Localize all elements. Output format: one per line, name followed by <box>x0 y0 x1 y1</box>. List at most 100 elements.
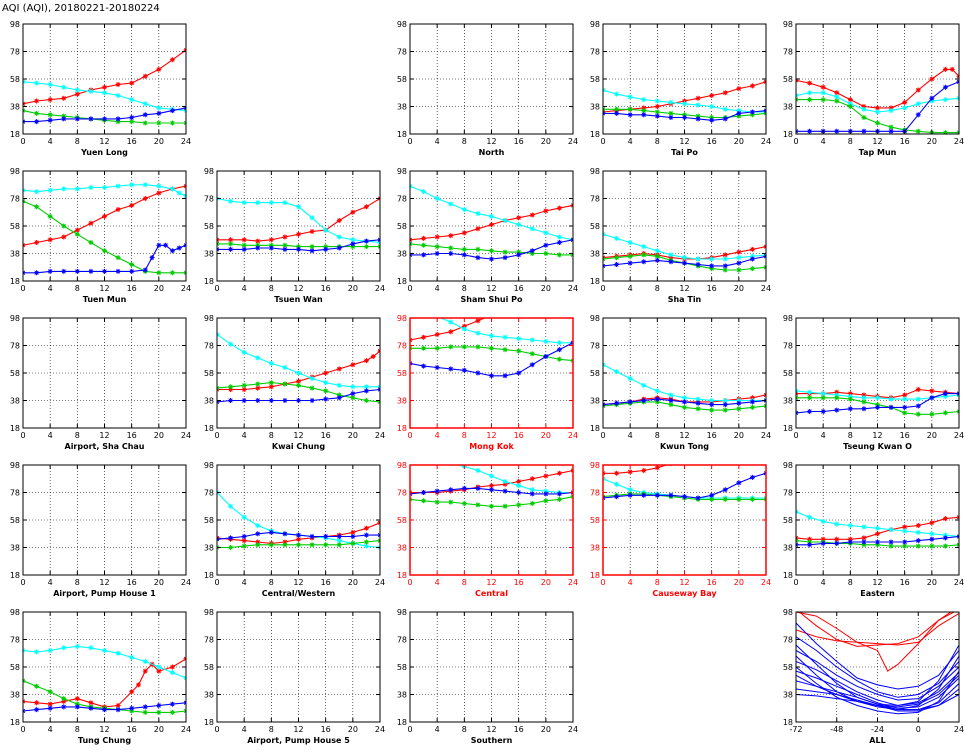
x-tick-label: 12 <box>293 725 303 734</box>
data-point-yuen-long-cyan <box>74 87 80 93</box>
y-tick-label: 98 <box>397 461 407 470</box>
data-point-central-western-green <box>241 543 247 549</box>
data-point-sha-tin-blue <box>614 262 620 267</box>
y-tick-label: 18 <box>783 571 793 580</box>
panel-tseung-kwan-o: 18 38 58 78 98 0 4 8 12 16 20 24 Tseung Kwan O <box>783 314 964 451</box>
data-point-tai-po-cyan <box>641 97 647 103</box>
data-point-tap-mun-red <box>820 84 826 90</box>
data-point-sha-tin-cyan <box>695 256 701 262</box>
data-point-central-western-blue <box>268 529 274 535</box>
x-tick-label: 4 <box>435 431 440 440</box>
data-point-tap-mun-cyan <box>875 109 880 115</box>
data-point-tap-mun-cyan <box>834 94 840 100</box>
panel-title-sham-shui-po: Sham Shui Po <box>460 295 523 304</box>
data-point-sha-tin-green <box>709 266 715 272</box>
y-tick-label: 18 <box>397 718 407 727</box>
data-point-central-western-green <box>268 542 274 548</box>
x-tick-label: 16 <box>127 137 137 146</box>
data-point-kwun-tong-cyan <box>682 395 687 401</box>
data-point-tap-mun-red <box>949 66 955 72</box>
panel-title-tsuen-wan: Tsuen Wan <box>274 295 323 304</box>
data-point-eastern-cyan <box>847 523 853 528</box>
x-tick-label: 24 <box>954 578 964 587</box>
x-tick-label: 4 <box>48 431 53 440</box>
data-point-kwai-chung-blue <box>296 398 301 403</box>
data-point-sham-shui-po-blue <box>502 255 508 261</box>
y-tick-label: 98 <box>204 608 214 617</box>
data-point-kwai-chung-blue <box>268 398 274 403</box>
y-tick-label: 78 <box>10 489 20 498</box>
data-point-tung-chung-red <box>47 701 53 707</box>
x-tick-label: 20 <box>154 137 164 146</box>
data-point-tai-po-cyan <box>682 101 687 107</box>
data-point-tap-mun-green <box>875 120 880 126</box>
data-point-kwai-chung-red <box>296 378 301 384</box>
x-tick-label: 0 <box>407 284 412 293</box>
data-point-tap-mun-red <box>902 99 908 105</box>
data-point-tuen-mun-cyan <box>176 190 182 196</box>
data-point-tuen-mun-cyan <box>102 185 107 190</box>
x-tick-label: 8 <box>655 284 660 293</box>
series-line-all-blue-11 <box>796 655 959 711</box>
data-point-tuen-mun-red <box>34 240 40 245</box>
data-point-tsuen-wan-green <box>282 242 288 248</box>
data-point-central-cyan <box>408 457 413 462</box>
data-point-central-red <box>502 481 508 487</box>
data-point-kwun-tong-blue <box>736 400 742 406</box>
data-point-causeway-bay-red <box>696 457 701 462</box>
data-point-central-blue <box>434 488 440 494</box>
data-point-tuen-mun-green <box>115 255 121 261</box>
x-tick-label: 20 <box>927 137 937 146</box>
data-point-kwai-chung-green <box>350 395 356 401</box>
data-point-tuen-mun-blue <box>156 242 162 248</box>
y-tick-label: 38 <box>783 691 793 700</box>
grid-central-western <box>217 464 380 575</box>
x-tick-label: 8 <box>462 137 467 146</box>
data-point-tsuen-wan-cyan <box>296 204 301 210</box>
data-point-tseung-kwan-o-cyan <box>902 396 908 402</box>
data-point-tung-chung-cyan <box>129 654 135 660</box>
x-tick-label: 24 <box>761 284 771 293</box>
x-tick-label: 4 <box>821 431 826 440</box>
data-point-tap-mun-green <box>942 130 948 134</box>
data-point-yuen-long-green <box>115 119 121 125</box>
data-point-sha-tin-blue <box>682 260 687 266</box>
data-point-kwai-chung-red <box>350 362 356 368</box>
data-point-central-western-blue <box>282 531 288 537</box>
data-point-tseung-kwan-o-blue <box>807 409 813 414</box>
data-point-central-western-red <box>255 539 261 545</box>
x-tick-label: 16 <box>514 578 524 587</box>
x-tick-label: 16 <box>321 431 331 440</box>
y-tick-label: 58 <box>590 222 600 231</box>
data-point-kwai-chung-green <box>282 381 288 387</box>
data-point-causeway-bay-green <box>749 496 755 502</box>
x-tick-label: 8 <box>75 578 80 587</box>
data-point-mong-kok-red <box>503 311 508 316</box>
series-line-all-blue-12 <box>796 644 959 707</box>
data-point-tung-chung-red <box>129 689 135 695</box>
panel-kwai-chung: 18 38 58 78 98 0 4 8 12 16 20 24 Kwai Chung <box>204 314 385 451</box>
data-point-kwai-chung-green <box>241 382 247 388</box>
y-tick-label: 58 <box>783 663 793 672</box>
data-point-tseung-kwan-o-blue <box>902 404 908 410</box>
data-point-sha-tin-blue <box>709 263 715 269</box>
data-point-causeway-bay-blue <box>654 492 660 498</box>
grid-airport-sha-chau <box>23 317 186 428</box>
data-point-tsuen-wan-blue <box>268 245 274 251</box>
data-point-eastern-blue <box>807 542 813 548</box>
data-point-tuen-mun-cyan <box>61 186 67 192</box>
data-point-sham-shui-po-green <box>434 244 440 250</box>
data-point-tai-po-blue <box>614 110 620 116</box>
data-point-tsuen-wan-red <box>255 238 261 244</box>
data-point-tung-chung-red <box>156 668 162 674</box>
data-point-yuen-long-blue <box>74 116 80 122</box>
data-point-central-western-green <box>323 542 329 548</box>
data-point-mong-kok-cyan <box>502 334 508 340</box>
data-point-eastern-red <box>902 524 908 530</box>
data-point-tung-chung-blue <box>88 705 94 711</box>
x-tick-label: 8 <box>655 431 660 440</box>
y-tick-label: 18 <box>10 277 20 286</box>
data-point-kwai-chung-cyan <box>228 341 234 347</box>
data-point-kwai-chung-red <box>323 370 329 376</box>
x-tick-label: 16 <box>707 578 717 587</box>
